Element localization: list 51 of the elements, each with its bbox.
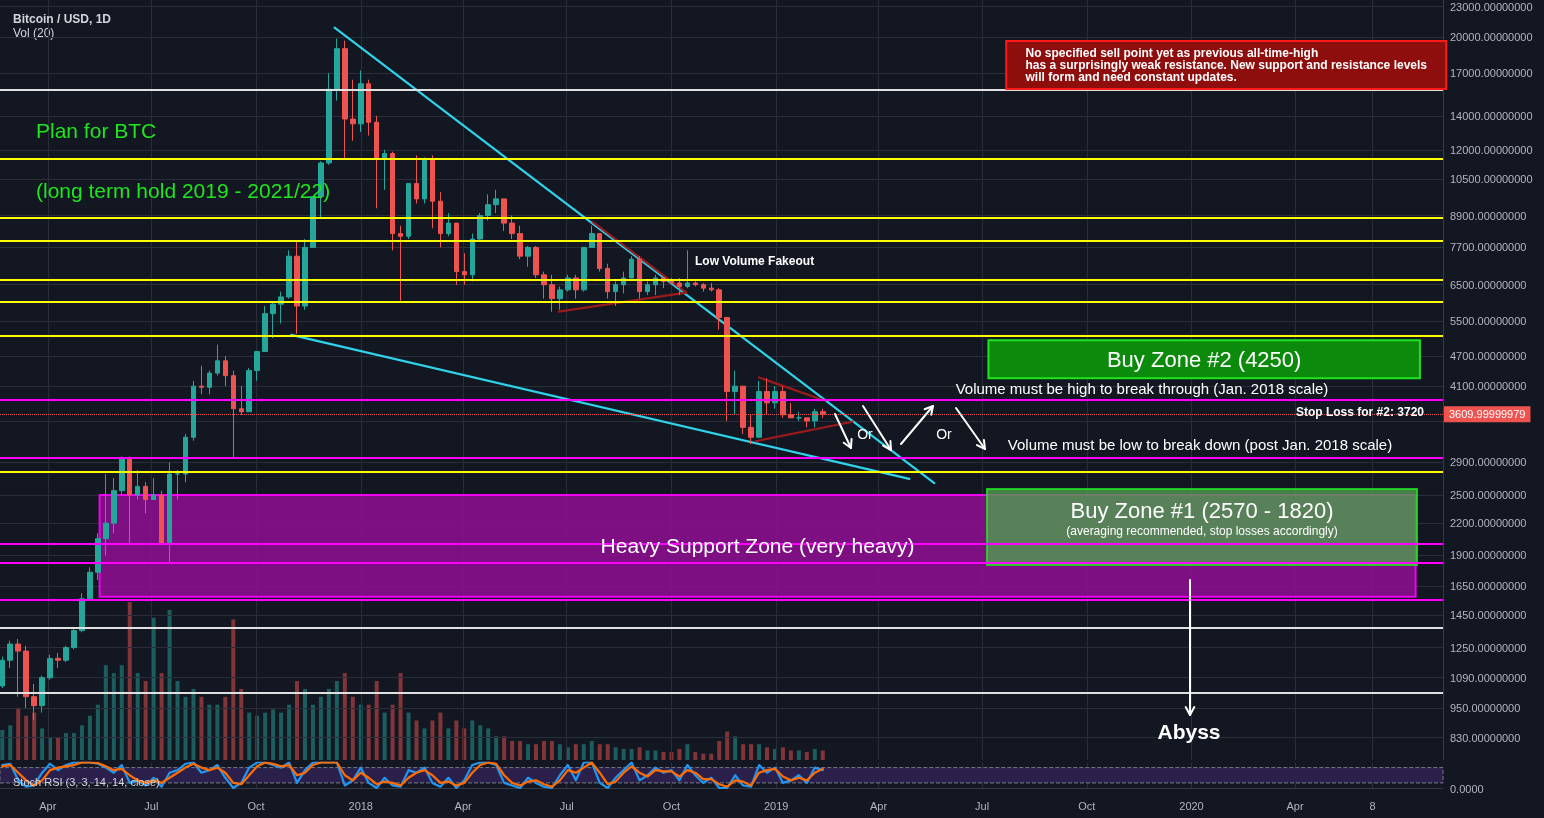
y-tick-label: 1650.00000000 (1450, 580, 1527, 593)
y-tick-label: 2200.00000000 (1450, 517, 1527, 530)
annotation: Plan for BTC (36, 118, 157, 142)
y-tick-label: 4100.00000000 (1450, 380, 1527, 393)
y-tick-label: 4700.00000000 (1450, 350, 1527, 363)
x-tick-label: Jul (144, 799, 159, 812)
y-tick-label: 2900.00000000 (1450, 456, 1527, 469)
y-tick-label: 1090.00000000 (1450, 671, 1527, 684)
y-tick-label: 2500.00000000 (1450, 489, 1527, 502)
annotation: Volume must be high to break through (Jan. 2018 scale) (955, 379, 1329, 397)
y-tick-label: 17000.00000000 (1450, 67, 1533, 80)
annotation: Stop Loss for #2: 3720 (1295, 405, 1425, 419)
x-tick-label: Apr (1286, 799, 1304, 812)
annotation: Or (857, 426, 874, 442)
x-tick-label: Oct (1078, 799, 1096, 812)
x-tick-label: 2019 (763, 799, 789, 812)
x-tick-label: 2018 (348, 799, 373, 812)
x-tick-label: Jul (559, 799, 574, 812)
y-tick-label: 6500.00000000 (1450, 278, 1527, 291)
annotation: No specified sell point yet as previous all-time-high has a surprisingly weak resistance. New support and resistance levels will form and need constant updates. (1024, 46, 1428, 84)
y-tick-label: 23000.00000000 (1450, 0, 1533, 13)
x-tick-label: Apr (454, 799, 473, 812)
y-tick-label: 5500.00000000 (1450, 315, 1527, 328)
annotation: Low Volume Fakeout (695, 254, 815, 268)
y-tick-label: 950.00000000 (1450, 701, 1521, 714)
x-tick-label: Jul (975, 799, 990, 812)
x-tick-label: 2020 (1179, 799, 1204, 812)
band-label: Buy Zone #1 (2570 - 1820) (averaging recommended, stop losses accordingly) (1066, 497, 1338, 538)
band-label: Heavy Support Zone (very heavy) (600, 534, 915, 558)
x-tick-label: Oct (247, 799, 265, 812)
annotation: Or (936, 426, 953, 442)
band-label: Buy Zone #2 (4250) (1106, 346, 1302, 372)
text: Bitcoin / USD, 1D (13, 12, 112, 26)
annotation: Abyss (1157, 719, 1221, 743)
y-tick-label: 1250.00000000 (1450, 641, 1527, 654)
y-tick-label: 12000.00000000 (1450, 143, 1533, 156)
text: 0.0000 (1450, 783, 1484, 795)
y-tick-label: 14000.00000000 (1450, 109, 1533, 122)
x-tick-label: Apr (869, 799, 888, 812)
y-tick-label: 7700.00000000 (1450, 241, 1527, 254)
y-tick-label: 1900.00000000 (1450, 549, 1527, 562)
x-tick-label: Apr (39, 799, 57, 812)
y-tick-label: 20000.00000000 (1450, 31, 1533, 44)
y-tick-label: 10500.00000000 (1450, 173, 1533, 186)
ref-line-label: 3609.99999979 (1449, 408, 1526, 421)
x-tick-label: Oct (662, 799, 680, 812)
annotation: Volume must be low to break down (post Jan. 2018 scale) (1007, 435, 1393, 453)
y-tick-label: 830.00000000 (1450, 731, 1521, 744)
x-tick-label: 8 (1369, 799, 1376, 812)
y-tick-label: 8900.00000000 (1450, 209, 1527, 222)
y-tick-label: 1450.00000000 (1450, 608, 1527, 621)
